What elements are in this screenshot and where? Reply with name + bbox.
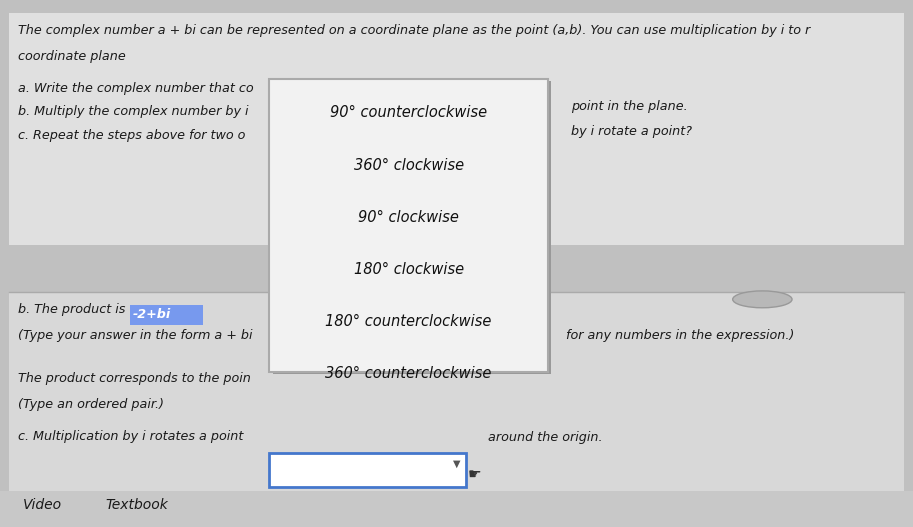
Text: coordinate plane: coordinate plane: [18, 50, 126, 63]
Text: c. Multiplication by i rotates a point: c. Multiplication by i rotates a point: [18, 430, 244, 443]
Text: 90° counterclockwise: 90° counterclockwise: [330, 105, 488, 120]
Text: for any numbers in the expression.): for any numbers in the expression.): [566, 329, 794, 343]
Bar: [273, 81, 551, 374]
Text: around the origin.: around the origin.: [488, 431, 603, 444]
Ellipse shape: [732, 291, 792, 308]
Text: The complex number a + bi can be represented on a coordinate plane as the point : The complex number a + bi can be represe…: [18, 24, 811, 37]
Bar: [269, 79, 548, 372]
Text: The product corresponds to the poin: The product corresponds to the poin: [18, 372, 251, 385]
Bar: [9, 13, 904, 245]
Text: (Type an ordered pair.): (Type an ordered pair.): [18, 398, 164, 411]
Bar: [0, 491, 913, 527]
Text: 90° clockwise: 90° clockwise: [358, 210, 459, 225]
Text: (Type your answer in the form a + bi: (Type your answer in the form a + bi: [18, 329, 253, 343]
Text: c. Repeat the steps above for two o: c. Repeat the steps above for two o: [18, 129, 246, 142]
Bar: [269, 453, 466, 487]
Text: -2+bi: -2+bi: [132, 308, 171, 321]
Text: a. Write the complex number that co: a. Write the complex number that co: [18, 82, 254, 95]
Text: by i rotate a point?: by i rotate a point?: [571, 125, 692, 139]
Text: ☛: ☛: [467, 467, 481, 482]
Text: ▼: ▼: [453, 458, 460, 469]
Text: b. The product is: b. The product is: [18, 303, 126, 316]
Text: Textbook: Textbook: [105, 498, 168, 512]
Text: 360° counterclockwise: 360° counterclockwise: [325, 366, 492, 381]
Text: Video: Video: [23, 498, 62, 512]
Text: 180° counterclockwise: 180° counterclockwise: [325, 314, 492, 329]
Text: b. Multiply the complex number by i: b. Multiply the complex number by i: [18, 105, 248, 119]
Bar: [9, 292, 904, 491]
Text: point in the plane.: point in the plane.: [571, 100, 687, 113]
Bar: [130, 305, 203, 325]
Text: 360° clockwise: 360° clockwise: [353, 158, 464, 172]
Text: 180° clockwise: 180° clockwise: [353, 262, 464, 277]
